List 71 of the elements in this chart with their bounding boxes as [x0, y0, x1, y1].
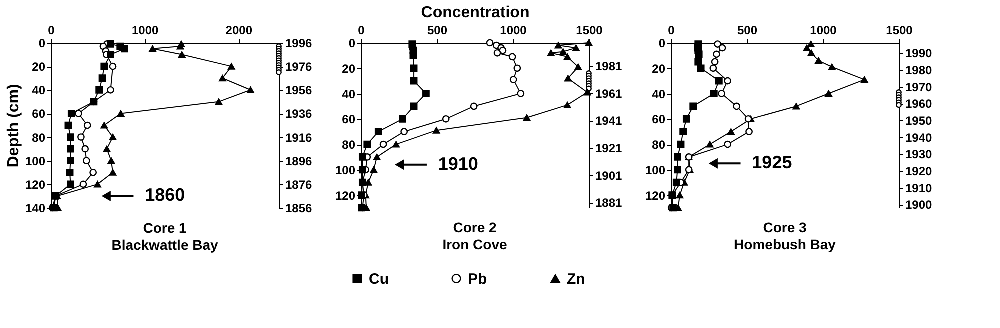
- y-tick-label: 80: [342, 138, 356, 152]
- y-tick-label: 20: [342, 62, 356, 76]
- y-tick-label: 80: [32, 130, 46, 145]
- y-tick-label: 0: [348, 36, 356, 50]
- x-tick-label: 1000: [132, 24, 159, 38]
- y-tick-label: 140: [25, 202, 46, 216]
- text: Blackwattle Bay: [112, 237, 219, 253]
- y-tick-label: 20: [652, 62, 666, 76]
- y2-tick-label: 1920: [906, 164, 933, 178]
- x-tick-label: 500: [427, 24, 448, 38]
- y2-tick-label: 1961: [596, 86, 623, 101]
- text: Iron Cove: [442, 236, 508, 252]
- y2-tick-label: 1936: [286, 107, 313, 122]
- x-tick-label: 0: [48, 24, 56, 38]
- y-tick-label: 0: [38, 36, 46, 50]
- y-tick-label: 40: [652, 87, 666, 102]
- y2-tick-label: 1921: [596, 142, 623, 156]
- y-tick-label: 60: [342, 112, 356, 127]
- y-tick-label: 60: [32, 107, 46, 122]
- x-tick-label: 0: [358, 24, 366, 38]
- y-tick-label: 120: [25, 178, 46, 192]
- x-tick-label: 1500: [576, 24, 604, 38]
- y-tick-label: 100: [335, 163, 356, 178]
- y2-tick-label: 1980: [906, 63, 933, 78]
- legend-label: Cu: [369, 270, 389, 288]
- y2-tick-label: 1976: [286, 60, 313, 74]
- y2-tick-label: 1950: [906, 114, 933, 128]
- y2-tick-label: 1941: [596, 114, 623, 128]
- y2-tick-label: 1901: [596, 168, 623, 183]
- y2-tick-label: 1900: [906, 198, 933, 212]
- y2-tick-label: 1856: [286, 202, 313, 216]
- y-tick-label: 20: [32, 60, 46, 74]
- y2-tick-label: 1981: [596, 60, 623, 74]
- legend-label: Zn: [567, 270, 586, 288]
- text: Core 2: [453, 219, 497, 236]
- x-tick-label: 1000: [500, 24, 528, 38]
- x-tick-label: 0: [668, 24, 676, 38]
- y2-tick-label: 1930: [906, 148, 933, 162]
- y-tick-label: 100: [25, 154, 46, 168]
- y-tick-label: 120: [645, 188, 666, 203]
- legend-label: Pb: [468, 270, 488, 288]
- y-tick-label: 60: [652, 112, 666, 127]
- y2-tick-label: 1996: [286, 36, 313, 50]
- annotation: 1925: [752, 152, 792, 173]
- y-tick-label: 40: [32, 84, 46, 98]
- y-tick-label: 120: [335, 188, 356, 203]
- y2-tick-label: 1956: [286, 84, 313, 98]
- y-axis-title: Depth (cm): [5, 84, 22, 168]
- x-tick-label: 1500: [886, 24, 914, 38]
- y2-tick-label: 1970: [906, 80, 933, 94]
- text: Core 1: [143, 220, 187, 236]
- x-tick-label: 1000: [810, 24, 838, 38]
- annotation: 1910: [438, 154, 478, 174]
- y-tick-label: 0: [658, 36, 666, 50]
- y2-tick-label: 1881: [596, 196, 623, 210]
- x-axis-title: Concentration: [421, 4, 530, 22]
- text: Homebush Bay: [734, 236, 836, 252]
- y2-tick-label: 1990: [906, 46, 933, 61]
- annotation: 1860: [145, 185, 186, 206]
- y-tick-label: 100: [645, 163, 666, 178]
- y2-tick-label: 1960: [906, 97, 933, 112]
- y2-tick-label: 1876: [286, 178, 313, 192]
- x-tick-label: 500: [737, 24, 758, 38]
- y-tick-label: 80: [652, 138, 666, 152]
- y2-tick-label: 1910: [906, 181, 933, 196]
- x-tick-label: 2000: [226, 24, 253, 38]
- y-tick-label: 40: [342, 87, 356, 102]
- text: Core 3: [763, 219, 807, 236]
- y2-tick-label: 1940: [906, 130, 933, 145]
- y2-tick-label: 1916: [286, 130, 313, 145]
- y2-tick-label: 1896: [286, 154, 313, 168]
